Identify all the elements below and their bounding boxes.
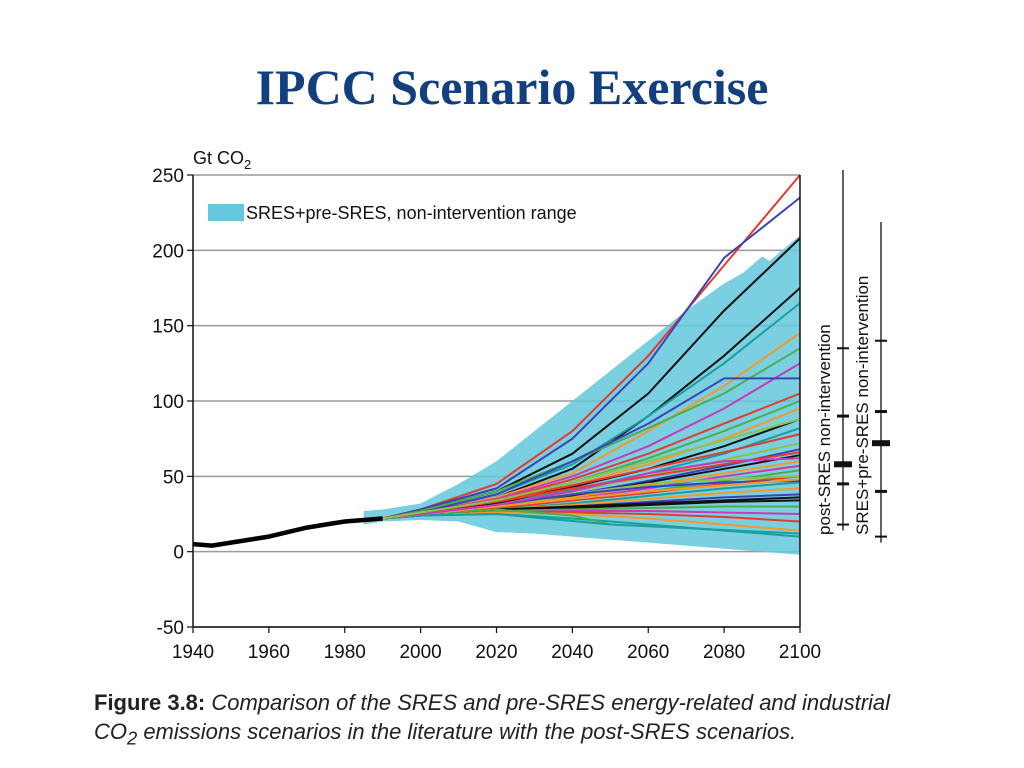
y-tick-label: 50: [163, 467, 184, 488]
caption-text-2: emissions scenarios in the literature wi…: [137, 719, 797, 744]
x-tick-label: 1960: [248, 642, 290, 663]
slide-title: IPCC Scenario Exercise: [255, 59, 769, 115]
historical-line: [192, 516, 383, 548]
x-tick-label: 1980: [324, 642, 366, 663]
y-tick-label: 100: [152, 392, 184, 413]
x-tick-label: 2020: [475, 642, 517, 663]
y-tick-label: 0: [173, 543, 184, 564]
historical-group: [192, 516, 383, 548]
legend: SRES+pre-SRES, non-intervention range: [208, 203, 577, 223]
side-range-bars: post-SRES non-intervention SRES+pre-SRES …: [815, 170, 890, 543]
range-bar-label: post-SRES non-intervention: [815, 324, 834, 535]
figure-label: Figure 3.8:: [94, 690, 206, 715]
x-tick-label: 2040: [551, 642, 593, 663]
unit-subscript: 2: [244, 157, 251, 172]
y-tick-label: 200: [152, 241, 184, 262]
scenario-lines: [382, 174, 801, 538]
scenario-line: [382, 457, 801, 520]
y-tick-label: 250: [152, 166, 184, 187]
range-median-marker: [872, 440, 890, 447]
unit-label: Gt CO2: [193, 148, 251, 172]
caption-subscript: 2: [127, 727, 138, 749]
scenario-line: [382, 418, 801, 520]
scenario-line: [382, 196, 801, 520]
legend-swatch: [208, 204, 244, 221]
x-tick-label: 2000: [399, 642, 441, 663]
y-tick-label: -50: [157, 618, 184, 639]
axes: 250 200 150 100 50 0 -50 1940 1960 1980 2000 2020 20…: [152, 148, 821, 663]
range-bar-label: SRES+pre-SRES non-intervention: [853, 276, 872, 535]
x-tick-label: 1940: [172, 642, 214, 663]
x-tick-label: 2060: [627, 642, 669, 663]
figure-caption: Figure 3.8: Comparison of the SRES and p…: [94, 688, 934, 752]
caption-co: CO: [94, 719, 127, 744]
range-median-marker: [834, 461, 852, 468]
x-tick-label: 2100: [779, 642, 821, 663]
x-tick-label: 2080: [703, 642, 745, 663]
y-tick-label: 150: [152, 317, 184, 338]
caption-text-1: Comparison of the SRES and pre-SRES ener…: [205, 690, 891, 715]
legend-label: SRES+pre-SRES, non-intervention range: [246, 203, 577, 223]
